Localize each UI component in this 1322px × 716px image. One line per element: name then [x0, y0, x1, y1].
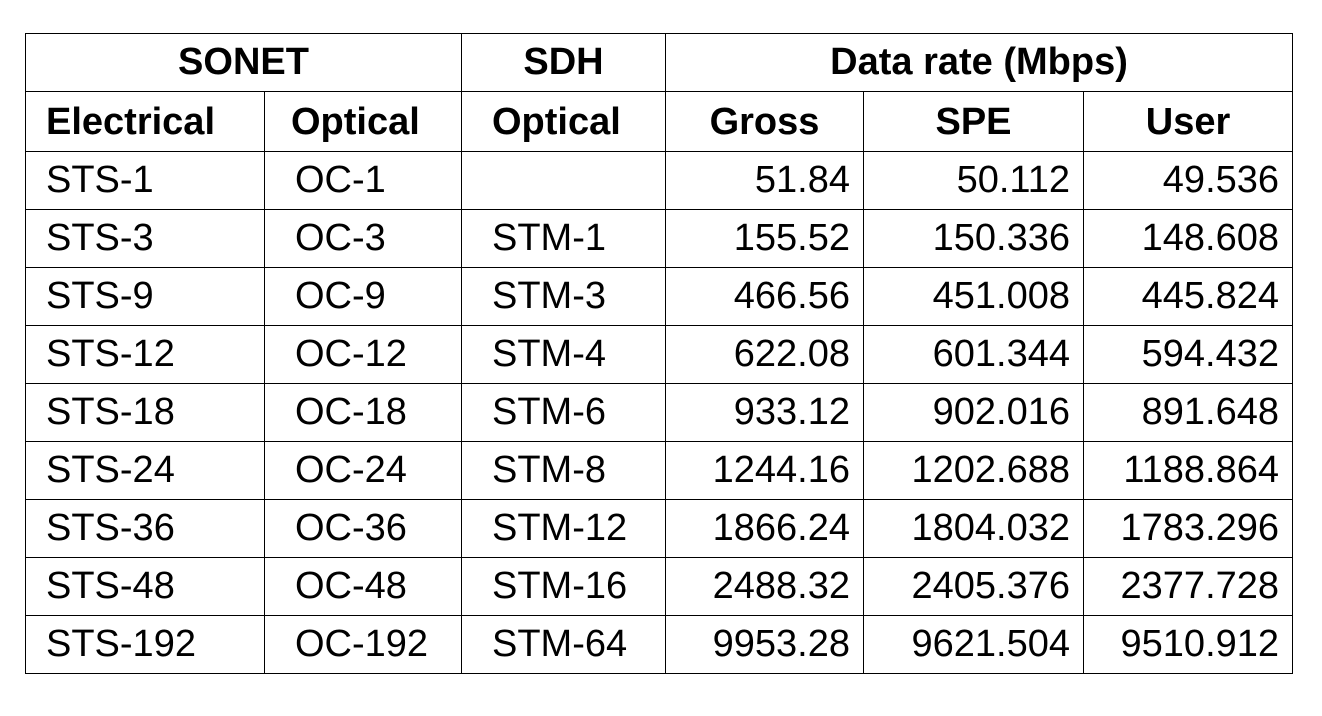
cell-spe: 9621.504 — [863, 615, 1084, 674]
cell-user: 594.432 — [1082, 325, 1294, 384]
table-row: STS-3 OC-3 STM-1 155.52 150.336 148.608 — [25, 209, 1294, 268]
sdh-group-header: SDH — [461, 33, 666, 92]
cell-sonet-optical: OC-9 — [264, 267, 462, 326]
cell-spe: 1202.688 — [863, 441, 1084, 500]
cell-gross: 51.84 — [665, 151, 864, 210]
cell-electrical: STS-18 — [25, 383, 265, 442]
cell-user: 2377.728 — [1082, 557, 1294, 616]
cell-sdh-optical: STM-6 — [461, 383, 666, 442]
cell-spe: 451.008 — [863, 267, 1084, 326]
sonet-sdh-rate-table: SONET SDH Data rate (Mbps) Electrical Op… — [25, 33, 1294, 674]
cell-spe: 150.336 — [863, 209, 1084, 268]
table-row: STS-36 OC-36 STM-12 1866.24 1804.032 1783.296 — [25, 499, 1294, 558]
cell-gross: 9953.28 — [665, 615, 864, 674]
table-row: STS-12 OC-12 STM-4 622.08 601.344 594.432 — [25, 325, 1294, 384]
data-rate-group-header: Data rate (Mbps) — [664, 33, 1294, 92]
cell-electrical: STS-12 — [25, 325, 265, 384]
cell-user: 1188.864 — [1082, 441, 1294, 500]
group-header-row: SONET SDH Data rate (Mbps) — [25, 33, 1294, 92]
cell-gross: 2488.32 — [665, 557, 864, 616]
table-body: STS-1 OC-1 51.84 50.112 49.536 STS-3 OC-3 STM-1… — [25, 151, 1294, 674]
cell-spe: 2405.376 — [863, 557, 1084, 616]
cell-electrical: STS-1 — [25, 151, 265, 210]
table-row: STS-1 OC-1 51.84 50.112 49.536 — [25, 151, 1294, 210]
table-row: STS-18 OC-18 STM-6 933.12 902.016 891.648 — [25, 383, 1294, 442]
cell-gross: 622.08 — [665, 325, 864, 384]
cell-gross: 466.56 — [665, 267, 864, 326]
cell-user: 49.536 — [1082, 151, 1294, 210]
col-header-sonet-optical: Optical — [264, 91, 462, 152]
column-header-row: Electrical Optical Optical Gross SPE Use… — [25, 91, 1294, 152]
cell-electrical: STS-192 — [25, 615, 265, 674]
col-header-electrical: Electrical — [25, 91, 265, 152]
table-row: STS-9 OC-9 STM-3 466.56 451.008 445.824 — [25, 267, 1294, 326]
cell-user: 148.608 — [1082, 209, 1294, 268]
table-row: STS-48 OC-48 STM-16 2488.32 2405.376 2377.728 — [25, 557, 1294, 616]
cell-user: 9510.912 — [1082, 615, 1294, 674]
sonet-group-header: SONET — [25, 33, 462, 92]
cell-sonet-optical: OC-3 — [264, 209, 462, 268]
table-row: STS-24 OC-24 STM-8 1244.16 1202.688 1188.864 — [25, 441, 1294, 500]
cell-sdh-optical — [461, 151, 666, 210]
cell-spe: 50.112 — [863, 151, 1084, 210]
col-header-gross: Gross — [665, 91, 864, 152]
table-row: STS-192 OC-192 STM-64 9953.28 9621.504 9510.9… — [25, 615, 1294, 674]
cell-sdh-optical: STM-3 — [461, 267, 666, 326]
cell-sdh-optical: STM-1 — [461, 209, 666, 268]
cell-spe: 1804.032 — [863, 499, 1084, 558]
cell-user: 891.648 — [1082, 383, 1294, 442]
cell-gross: 1866.24 — [665, 499, 864, 558]
cell-gross: 933.12 — [665, 383, 864, 442]
col-header-spe: SPE — [863, 91, 1084, 152]
cell-sdh-optical: STM-16 — [461, 557, 666, 616]
cell-sdh-optical: STM-12 — [461, 499, 666, 558]
cell-spe: 601.344 — [863, 325, 1084, 384]
cell-gross: 155.52 — [665, 209, 864, 268]
cell-sonet-optical: OC-12 — [264, 325, 462, 384]
cell-gross: 1244.16 — [665, 441, 864, 500]
cell-sdh-optical: STM-4 — [461, 325, 666, 384]
cell-spe: 902.016 — [863, 383, 1084, 442]
cell-sonet-optical: OC-192 — [264, 615, 462, 674]
cell-sonet-optical: OC-24 — [264, 441, 462, 500]
cell-sonet-optical: OC-1 — [264, 151, 462, 210]
cell-electrical: STS-3 — [25, 209, 265, 268]
cell-sonet-optical: OC-18 — [264, 383, 462, 442]
cell-sonet-optical: OC-48 — [264, 557, 462, 616]
cell-user: 1783.296 — [1082, 499, 1294, 558]
cell-electrical: STS-9 — [25, 267, 265, 326]
cell-sdh-optical: STM-8 — [461, 441, 666, 500]
cell-electrical: STS-36 — [25, 499, 265, 558]
cell-user: 445.824 — [1082, 267, 1294, 326]
cell-electrical: STS-24 — [25, 441, 265, 500]
cell-sonet-optical: OC-36 — [264, 499, 462, 558]
col-header-sdh-optical: Optical — [461, 91, 666, 152]
cell-electrical: STS-48 — [25, 557, 265, 616]
cell-sdh-optical: STM-64 — [461, 615, 666, 674]
col-header-user: User — [1082, 91, 1294, 152]
